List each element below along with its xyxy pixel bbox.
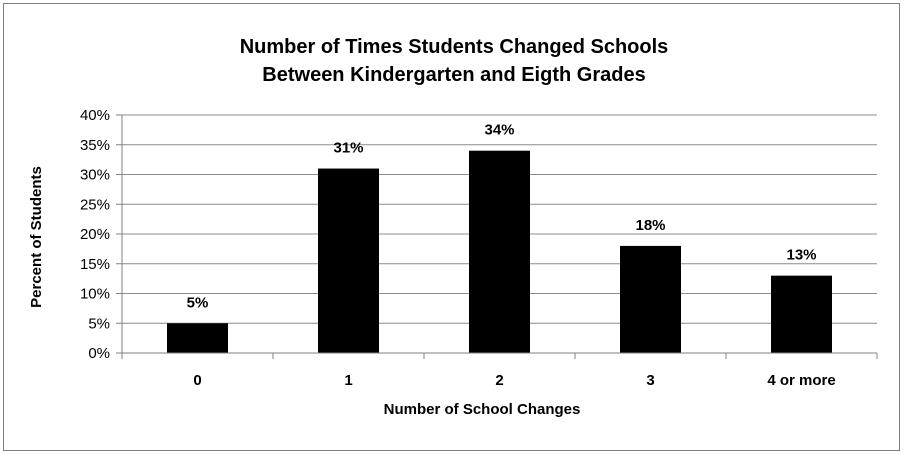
bar bbox=[469, 150, 530, 353]
data-labels: 5% 31% 34% 18% 13% bbox=[187, 122, 817, 312]
data-label: 5% bbox=[187, 294, 209, 311]
x-axis-title: Number of School Changes bbox=[384, 401, 581, 418]
x-tick-label: 2 bbox=[495, 372, 503, 389]
chart-title: Number of Times Students Changed Schools… bbox=[240, 36, 669, 86]
data-label: 18% bbox=[635, 217, 665, 234]
x-tick-label: 1 bbox=[344, 372, 352, 389]
chart-frame: Number of Times Students Changed Schools… bbox=[3, 3, 900, 451]
x-tick-label: 3 bbox=[646, 372, 654, 389]
y-tick-label: 40% bbox=[80, 107, 110, 124]
x-tick-label: 0 bbox=[193, 372, 201, 389]
axes bbox=[121, 115, 877, 354]
chart-title-line-1: Number of Times Students Changed Schools bbox=[240, 36, 669, 58]
y-axis-title: Percent of Students bbox=[28, 166, 45, 308]
y-tick-label: 35% bbox=[80, 137, 110, 154]
x-axis-ticks: 0 1 2 3 4 or more bbox=[121, 353, 878, 389]
bar bbox=[167, 323, 228, 353]
y-tick-label: 30% bbox=[80, 167, 110, 184]
y-tick-label: 0% bbox=[88, 345, 110, 362]
y-tick-label: 20% bbox=[80, 226, 110, 243]
y-tick-label: 5% bbox=[88, 315, 110, 332]
y-tick-label: 15% bbox=[80, 256, 110, 273]
bar-chart: Number of Times Students Changed Schools… bbox=[28, 36, 878, 418]
data-label: 31% bbox=[333, 140, 363, 157]
bar bbox=[620, 245, 681, 353]
chart-title-line-2: Between Kindergarten and Eigth Grades bbox=[262, 64, 645, 86]
data-label: 13% bbox=[786, 247, 816, 264]
y-tick-label: 10% bbox=[80, 286, 110, 303]
data-label: 34% bbox=[484, 122, 514, 139]
y-axis-ticks: 0% 5% 10% 15% 20% 25% 30% 35% 40% bbox=[80, 107, 122, 362]
bar bbox=[771, 275, 832, 353]
x-tick-label: 4 or more bbox=[767, 372, 835, 389]
y-tick-label: 25% bbox=[80, 196, 110, 213]
bars bbox=[167, 150, 832, 353]
bar bbox=[318, 168, 379, 353]
